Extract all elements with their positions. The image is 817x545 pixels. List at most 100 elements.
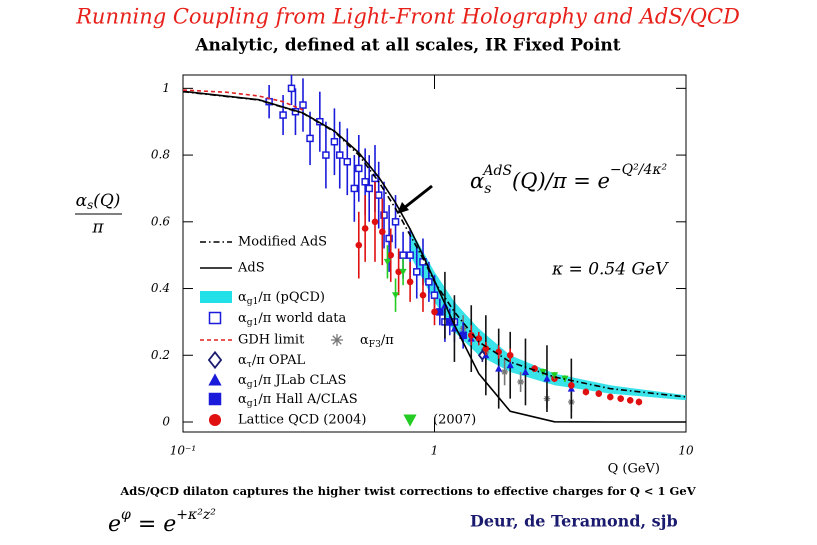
marker	[419, 291, 427, 299]
legend-symbol	[330, 333, 344, 347]
marker	[350, 184, 359, 193]
marker	[430, 291, 439, 299]
marker	[482, 345, 490, 352]
x-tick-label: 10	[678, 444, 694, 458]
formula-part: (Q)/π = e	[512, 169, 610, 193]
marker	[475, 335, 483, 342]
formula-part: = e	[131, 512, 176, 537]
marker	[391, 292, 400, 299]
marker	[399, 251, 407, 259]
slide-subtitle: Analytic, defined at all scales, IR Fixe…	[194, 36, 620, 56]
legend-symbol	[207, 350, 223, 370]
authors: Deur, de Teramond, sjb	[470, 512, 678, 531]
formula: αs AdS(Q)/π = e−Q²/4κ²	[470, 162, 668, 197]
formula-part: −Q²/4κ²	[610, 162, 668, 178]
marker	[361, 178, 369, 186]
marker	[374, 191, 383, 199]
marker	[387, 251, 395, 259]
y-tick-label: 1	[162, 81, 170, 95]
formula-part: e	[108, 512, 121, 537]
axes: 0 0.2 0.4 0.6 0.8 1 10⁻¹ 1 10	[151, 75, 694, 458]
marker	[383, 258, 392, 266]
marker	[399, 268, 407, 276]
legend-label: αF3/π	[360, 333, 394, 350]
legend-label: αg1/π world data	[238, 311, 347, 328]
y-tick-label: 0	[162, 414, 170, 428]
marker	[343, 157, 352, 166]
marker	[330, 137, 339, 146]
y-tick-label: 0.4	[151, 281, 170, 295]
marker	[595, 390, 603, 397]
arrow	[403, 184, 433, 210]
curve	[183, 90, 686, 423]
formula-part: s	[484, 181, 491, 197]
marker	[335, 151, 344, 159]
y-axis-label: αs(Q)	[76, 191, 121, 213]
y-tick-label: 0.2	[151, 348, 170, 362]
formula-part: +κ²z²	[176, 507, 216, 523]
marker	[517, 378, 524, 386]
marker	[406, 278, 414, 286]
x-tick-label: 1	[431, 444, 439, 458]
marker	[412, 268, 421, 276]
legend-label: Modified AdS	[238, 235, 327, 250]
marker	[287, 84, 296, 93]
marker	[543, 375, 551, 382]
y-axis-label: π	[91, 218, 104, 238]
legend: Modified AdS AdS αg1/π (pQCD) αg1/π world d…	[200, 235, 476, 428]
formula-part: α	[470, 169, 484, 193]
marker	[617, 395, 625, 402]
marker	[495, 348, 503, 356]
x-tick-label: 10⁻¹	[170, 444, 196, 458]
y-tick-label: 0.6	[151, 214, 170, 228]
legend-symbol	[208, 373, 222, 386]
formula-part: AdS	[481, 163, 512, 179]
footer-note: AdS/QCD dilaton captures the higher twis…	[119, 484, 696, 498]
legend-symbol	[200, 291, 232, 303]
slide-title: Running Coupling from Light-Front Hologr…	[75, 5, 740, 29]
marker	[371, 218, 379, 226]
marker	[378, 228, 386, 236]
legend-label: ατ/π OPAL	[238, 353, 305, 370]
marker	[391, 218, 400, 226]
marker	[635, 398, 643, 406]
formula-part: φ	[121, 507, 131, 523]
legend-symbol	[403, 414, 417, 427]
plot-area	[183, 75, 686, 423]
marker	[380, 211, 388, 219]
curve	[183, 89, 304, 111]
legend-label: GDH limit	[238, 333, 305, 348]
marker	[355, 164, 363, 173]
kappa-note: κ = 0.54 GeV	[551, 260, 669, 280]
legend-label: αg1/π Hall A/CLAS	[238, 392, 358, 409]
marker	[568, 381, 575, 389]
marker	[361, 225, 369, 232]
marker	[279, 111, 287, 119]
marker	[406, 251, 414, 259]
marker	[495, 365, 503, 372]
y-tick-label: 0.8	[151, 148, 170, 162]
marker	[306, 134, 314, 143]
marker	[365, 184, 373, 193]
legend-label: (2007)	[433, 413, 476, 428]
marker	[626, 397, 634, 404]
marker	[501, 368, 508, 376]
marker	[550, 372, 559, 379]
marker	[355, 241, 363, 249]
marker	[385, 234, 393, 243]
legend-label: Lattice QCD (2004)	[238, 413, 366, 428]
marker	[582, 388, 590, 396]
marker	[521, 368, 530, 375]
marker	[606, 393, 614, 401]
legend-symbol	[208, 413, 222, 427]
arrow-head	[397, 202, 409, 214]
legend-symbol	[208, 311, 222, 325]
x-axis-label: Q (GeV)	[608, 462, 660, 477]
legend-label: αg1/π JLab CLAS	[238, 373, 346, 390]
legend-label: AdS	[237, 261, 265, 276]
band	[410, 228, 686, 401]
marker	[322, 151, 330, 159]
